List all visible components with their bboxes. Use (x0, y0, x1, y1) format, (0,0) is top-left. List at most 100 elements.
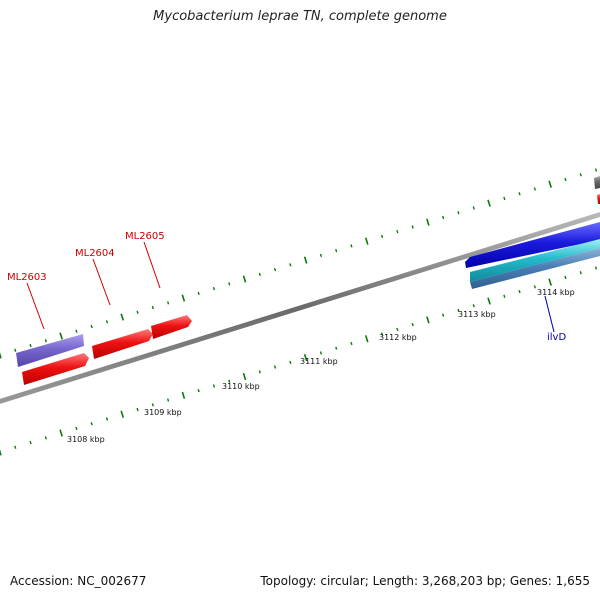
tick-mark (212, 286, 216, 291)
tick-mark (14, 445, 17, 449)
scale-label-3108: 3108 kbp (67, 435, 105, 444)
tick-mark (396, 229, 399, 234)
tick-mark (487, 297, 491, 305)
tick-mark (503, 294, 506, 298)
gene-arrow-ml2604 (92, 329, 153, 359)
gene-label-ilvd: ilvD (547, 332, 566, 343)
tick-mark (426, 218, 430, 226)
tick-mark (197, 291, 200, 296)
tick-mark (364, 335, 369, 343)
tick-mark (75, 426, 78, 431)
tick-mark (29, 343, 32, 348)
tick-mark (44, 339, 47, 343)
tick-mark (258, 272, 261, 276)
genome-summary-text: Topology: circular; Length: 3,268,203 bp… (260, 574, 590, 588)
tick-mark (120, 313, 125, 321)
tick-mark (548, 180, 552, 188)
tick-mark (181, 391, 186, 399)
tick-mark (380, 234, 384, 239)
tick-mark (242, 372, 247, 381)
tick-mark (411, 322, 414, 327)
tick-mark (380, 332, 384, 336)
gene-label-ml2604: ML2604 (75, 248, 115, 259)
tick-mark (335, 249, 338, 253)
scale-label-3111: 3111 kbp (300, 357, 338, 366)
tick-mark (533, 285, 536, 289)
gene-arrow-grey (594, 176, 600, 189)
scale-tick-row (0, 266, 598, 456)
tick-mark (228, 282, 231, 286)
tick-mark (350, 341, 353, 346)
tick-mark (29, 440, 32, 445)
tick-mark (319, 253, 323, 258)
tick-mark (442, 215, 445, 220)
genome-backbone (0, 212, 600, 404)
map-title: Mycobacterium leprae TN, complete genome (153, 9, 447, 24)
scale-label-3112: 3112 kbp (379, 333, 417, 342)
tick-mark (319, 351, 323, 355)
tick-mark (14, 348, 17, 352)
tick-mark (303, 256, 308, 264)
scale-label-3110: 3110 kbp (222, 382, 260, 391)
tick-mark (151, 305, 154, 310)
tick-mark (579, 173, 582, 177)
tick-mark (120, 410, 125, 418)
tick-mark (579, 271, 582, 275)
tick-mark (396, 327, 399, 332)
tick-mark (335, 346, 338, 350)
tick-mark (457, 308, 460, 313)
tick-mark (167, 301, 170, 305)
tick-mark (105, 417, 109, 421)
tick-mark (457, 211, 460, 215)
tick-mark (212, 384, 216, 388)
gene-arrow-cyan (470, 239, 600, 282)
tick-mark (472, 304, 475, 308)
tick-mark (442, 313, 445, 317)
gene-arrow-ilvd (470, 248, 600, 289)
tick-mark (594, 266, 598, 270)
gene-label-ml2603: ML2603 (7, 272, 47, 283)
tick-mark (594, 168, 598, 172)
gene-arrow-red-left (22, 353, 89, 385)
tick-mark (151, 403, 154, 407)
tick-mark (258, 370, 261, 374)
gene-arrow-blue (465, 222, 600, 268)
tick-mark (59, 429, 63, 437)
tick-mark (518, 192, 521, 196)
tick-mark (59, 332, 63, 340)
tick-mark (136, 407, 139, 412)
tick-mark (564, 275, 567, 280)
tick-mark (518, 289, 521, 294)
gene-arrow-red-right (597, 194, 600, 204)
tick-mark (167, 398, 170, 402)
tick-mark (426, 316, 430, 324)
tick-mark (289, 263, 292, 267)
tick-mark (503, 196, 506, 201)
gene-leader-ml2603 (26, 282, 45, 330)
tick-mark (197, 388, 200, 393)
outer-tick-row (0, 168, 598, 359)
tick-mark (0, 352, 2, 359)
tick-mark (105, 320, 109, 324)
tick-mark (75, 329, 78, 333)
tick-mark (289, 360, 292, 365)
scale-label-3113: 3113 kbp (458, 310, 496, 319)
gene-arrow-ml2605 (151, 315, 192, 339)
gene-arrow-ml2603 (16, 334, 84, 367)
tick-mark (136, 310, 139, 314)
tick-mark (90, 422, 93, 426)
gene-leader-ml2604 (92, 258, 111, 306)
gene-leader-ml2605 (143, 241, 161, 289)
tick-mark (548, 278, 552, 286)
tick-mark (228, 379, 231, 383)
tick-mark (44, 436, 47, 440)
scale-label-3109: 3109 kbp (144, 408, 182, 417)
tick-mark (472, 206, 475, 210)
tick-mark (90, 324, 93, 329)
tick-mark (181, 294, 186, 302)
tick-mark (564, 177, 567, 182)
tick-mark (411, 225, 414, 229)
accession-text: Accession: NC_002677 (10, 574, 147, 588)
